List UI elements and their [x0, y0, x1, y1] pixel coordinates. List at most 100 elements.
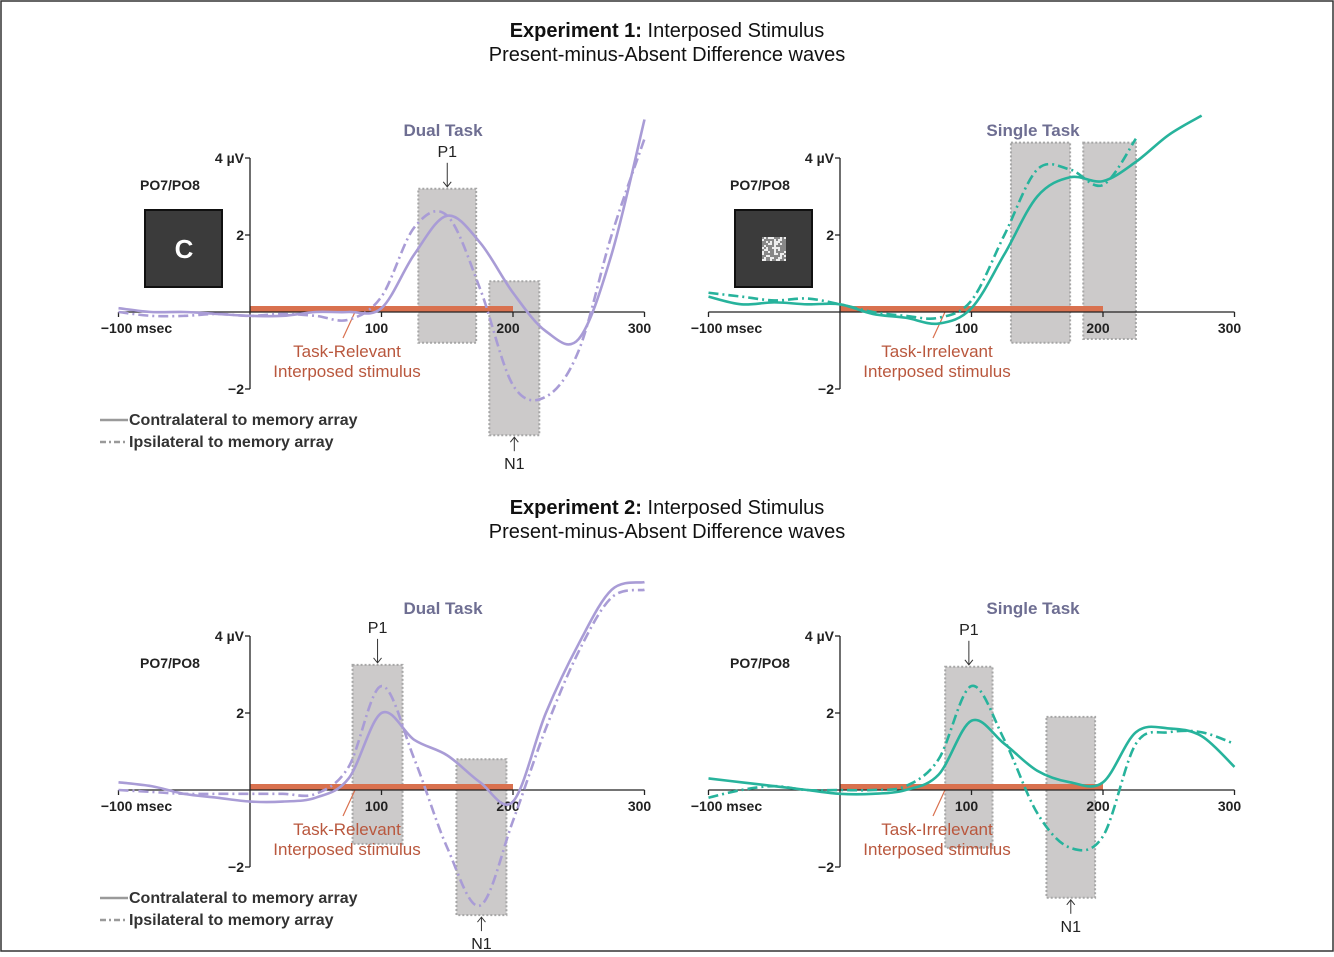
noise-pixel — [774, 243, 776, 245]
noise-pixel — [762, 237, 764, 239]
noise-pixel — [764, 255, 766, 257]
noise-pixel — [772, 251, 774, 253]
noise-pixel — [764, 257, 766, 259]
channel-label: PO7/PO8 — [140, 177, 200, 193]
noise-pixel — [770, 253, 772, 255]
noise-pixel — [782, 259, 784, 261]
noise-pixel — [784, 253, 786, 255]
noise-pixel — [772, 241, 774, 243]
x-tick-label: 300 — [628, 320, 652, 336]
noise-pixel — [770, 241, 772, 243]
noise-pixel — [776, 243, 778, 245]
x-tick-label: 300 — [1218, 798, 1242, 814]
noise-pixel — [782, 239, 784, 241]
noise-pixel — [774, 245, 776, 247]
legend-label: Ipsilateral to memory array — [129, 912, 334, 929]
noise-pixel — [782, 247, 784, 249]
channel-label: PO7/PO8 — [140, 655, 200, 671]
noise-pixel — [774, 241, 776, 243]
noise-pixel — [780, 237, 782, 239]
y-tick-label: 4 µV — [805, 150, 835, 166]
noise-pixel — [766, 257, 768, 259]
component-label: N1 — [1061, 919, 1082, 936]
noise-pixel — [766, 251, 768, 253]
noise-pixel — [774, 253, 776, 255]
subheading: Present-minus-Absent Difference waves — [489, 521, 845, 543]
y-tick-label: −2 — [228, 859, 244, 875]
heading-text: Interposed Stimulus — [642, 497, 824, 519]
noise-pixel — [782, 251, 784, 253]
x-tick-label: 200 — [496, 320, 520, 336]
stimulus-label: Task-Irrelevant — [881, 820, 993, 839]
noise-pixel — [766, 241, 768, 243]
noise-pixel — [778, 247, 780, 249]
noise-pixel — [762, 245, 764, 247]
noise-pixel — [774, 239, 776, 241]
noise-pixel — [776, 239, 778, 241]
noise-pixel — [770, 243, 772, 245]
component-label: P1 — [437, 144, 457, 161]
panel-title: Single Task — [986, 599, 1080, 618]
x-tick-label: 200 — [1086, 798, 1110, 814]
noise-pixel — [764, 253, 766, 255]
stimulus-label: Interposed stimulus — [273, 362, 420, 381]
heading-bold: Experiment 1: — [510, 20, 642, 42]
noise-pixel — [766, 249, 768, 251]
noise-pixel — [766, 253, 768, 255]
x-tick-label: −100 msec — [691, 798, 762, 814]
noise-pixel — [762, 239, 764, 241]
heading: Experiment 1: Interposed Stimulus — [510, 20, 825, 42]
legend-label: Contralateral to memory array — [129, 412, 358, 429]
noise-pixel — [784, 259, 786, 261]
noise-pixel — [762, 257, 764, 259]
stimulus-label: Task-Irrelevant — [881, 342, 993, 361]
noise-pixel — [772, 237, 774, 239]
time-window — [489, 281, 539, 435]
noise-pixel — [768, 241, 770, 243]
noise-pixel — [768, 243, 770, 245]
noise-pixel — [770, 239, 772, 241]
noise-pixel — [772, 245, 774, 247]
noise-pixel — [778, 243, 780, 245]
noise-pixel — [770, 251, 772, 253]
panel-title: Dual Task — [403, 121, 483, 140]
noise-pixel — [774, 249, 776, 251]
noise-pixel — [764, 251, 766, 253]
y-tick-label: 2 — [236, 705, 244, 721]
noise-pixel — [776, 259, 778, 261]
x-tick-label: 100 — [365, 320, 389, 336]
y-tick-label: 4 µV — [805, 628, 835, 644]
x-tick-label: −100 msec — [691, 320, 762, 336]
noise-pixel — [782, 257, 784, 259]
noise-pixel — [776, 245, 778, 247]
noise-pixel — [772, 243, 774, 245]
legend-label: Contralateral to memory array — [129, 890, 358, 907]
noise-pixel — [778, 241, 780, 243]
figure: Experiment 1: Interposed StimulusPresent… — [0, 0, 1334, 952]
noise-pixel — [770, 257, 772, 259]
noise-pixel — [778, 249, 780, 251]
x-tick-label: 300 — [628, 798, 652, 814]
noise-pixel — [780, 257, 782, 259]
noise-pixel — [776, 247, 778, 249]
noise-pixel — [784, 239, 786, 241]
noise-pixel — [780, 241, 782, 243]
noise-pixel — [784, 247, 786, 249]
noise-pixel — [766, 245, 768, 247]
component-label: N1 — [471, 936, 492, 952]
noise-pixel — [780, 251, 782, 253]
noise-pixel — [772, 259, 774, 261]
noise-pixel — [766, 239, 768, 241]
noise-pixel — [764, 243, 766, 245]
noise-pixel — [774, 251, 776, 253]
noise-pixel — [762, 243, 764, 245]
noise-pixel — [780, 259, 782, 261]
noise-pixel — [770, 249, 772, 251]
noise-pixel — [764, 249, 766, 251]
stimulus-label: Interposed stimulus — [863, 362, 1010, 381]
noise-pixel — [780, 249, 782, 251]
stimulus-label: Task-Relevant — [293, 342, 401, 361]
noise-pixel — [774, 237, 776, 239]
noise-patch — [762, 237, 786, 261]
component-label: P1 — [959, 622, 979, 639]
